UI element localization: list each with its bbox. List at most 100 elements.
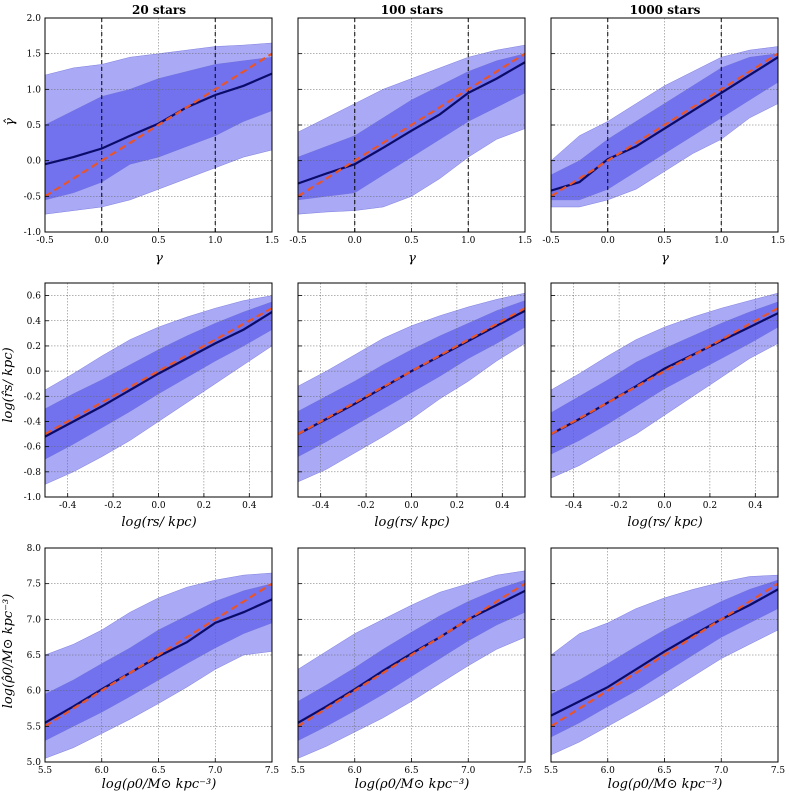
- x-tick-label: -0.4: [565, 501, 583, 511]
- median-line: [551, 56, 778, 192]
- x-tick-label: 0.4: [495, 501, 510, 511]
- x-tick-label: 0.0: [348, 236, 363, 246]
- y-tick-label: 5.0: [27, 758, 42, 768]
- x-tick-label: -0.2: [357, 501, 374, 511]
- xlabel-rs-col2: log(rs/ kpc): [374, 515, 449, 530]
- xlabel-rho-col2: log(ρ0/M⊙ kpc⁻³): [355, 777, 470, 792]
- column-title-100-stars: 100 stars: [381, 3, 444, 17]
- y-tick-label: -0.2: [24, 392, 41, 402]
- x-tick-label: 5.5: [544, 766, 559, 776]
- x-tick-label: 7.0: [714, 766, 729, 776]
- xlabel-gamma-col3: γ: [661, 251, 669, 266]
- x-tick-label: 0.0: [95, 236, 110, 246]
- x-tick-label: 7.0: [461, 766, 476, 776]
- y-tick-label: -1.0: [24, 228, 42, 238]
- y-tick-label: 8.0: [27, 544, 42, 554]
- y-tick-label: 0.5: [27, 121, 42, 131]
- plot-area: [551, 548, 778, 762]
- median-line: [298, 61, 525, 185]
- x-tick-label: 6.0: [601, 766, 616, 776]
- x-tick-label: 7.0: [208, 766, 223, 776]
- plot-area: [298, 283, 525, 497]
- panel-rho-20: 5.5 6.0 6.5 7.0 7.55.05.56.06.57.07.58.0: [27, 544, 280, 776]
- xlabel-rs-col1: log(rs/ kpc): [121, 515, 196, 530]
- panel-gamma-20: -0.5 0.0 0.5 1.0 1.5-1.0-0.50.00.51.01.52.0: [24, 14, 280, 246]
- truth-line: [298, 582, 525, 728]
- xlabel-rho-col1: log(ρ0/M⊙ kpc⁻³): [102, 777, 217, 792]
- panel-rho-100: 5.5 6.0 6.5 7.0 7.5: [291, 547, 532, 776]
- x-tick-label: 1.5: [518, 236, 533, 246]
- truth-line: [45, 582, 272, 728]
- xlabel-rs-col3: log(rs/ kpc): [627, 515, 702, 530]
- panel-rs-20: -0.4 -0.2 0.0 0.2 0.4 -1.0 -0.8 -0.6 -0.4 -0.2 0.0…: [24, 282, 273, 511]
- inner-band: [45, 301, 272, 460]
- plot-area: [298, 18, 525, 232]
- y-tick-label: 2.0: [27, 14, 42, 24]
- x-tick-label: 7.5: [771, 766, 786, 776]
- panel-rs-1000: -0.4 -0.2 0.0 0.2 0.4: [550, 282, 779, 511]
- plot-area: [551, 18, 778, 232]
- x-tick-label: 6.0: [348, 766, 363, 776]
- y-tick-label: 7.5: [27, 580, 42, 590]
- y-tick-label: -0.4: [24, 417, 42, 427]
- y-tick-label: 7.0: [27, 615, 42, 625]
- x-tick-label: 0.4: [242, 501, 257, 511]
- x-tick-label: 0.5: [657, 236, 672, 246]
- x-tick-label: 1.0: [714, 236, 729, 246]
- y-tick-label: -0.6: [24, 443, 42, 453]
- y-tick-label: 1.0: [27, 85, 42, 95]
- column-title-1000-stars: 1000 stars: [630, 3, 701, 17]
- plot-area: [45, 548, 272, 762]
- x-tick-label: 6.0: [95, 766, 110, 776]
- xlabel-gamma-col1: γ: [155, 251, 163, 266]
- x-tick-label: 6.5: [404, 766, 419, 776]
- column-title-20-stars: 20 stars: [132, 3, 186, 17]
- x-tick-label: -0.5: [542, 236, 560, 246]
- median-line: [551, 312, 778, 436]
- y-tick-label: 6.5: [27, 651, 42, 661]
- x-tick-label: 0.2: [450, 501, 464, 511]
- panel-gamma-100: -0.5 0.0 0.5 1.0 1.5: [289, 17, 533, 246]
- median-line: [298, 309, 525, 436]
- x-tick-label: 0.5: [404, 236, 419, 246]
- y-tick-label: -0.8: [24, 468, 42, 478]
- x-tick-label: 1.0: [461, 236, 476, 246]
- xlabel-rho-col3: log(ρ0/M⊙ kpc⁻³): [608, 777, 723, 792]
- truth-line: [551, 582, 778, 728]
- y-tick-label: 0.6: [27, 292, 42, 302]
- row-ylabel-rho: log(ρ̂0/M⊙ kpc⁻³): [1, 594, 16, 709]
- median-line: [45, 311, 272, 438]
- y-tick-label: 0.0: [27, 157, 42, 167]
- panels-group: -0.5 0.0 0.5 1.0 1.5-1.0-0.50.00.51.01.52.0-…: [24, 14, 786, 776]
- plot-area: [551, 283, 778, 497]
- panel-gamma-1000: -0.5 0.0 0.5 1.0 1.5: [542, 17, 786, 246]
- truth-line: [45, 52, 272, 198]
- x-tick-label: 0.0: [601, 236, 616, 246]
- x-tick-label: -0.4: [312, 501, 330, 511]
- truth-line: [551, 52, 778, 198]
- x-tick-label: 0.0: [404, 501, 419, 511]
- median-line: [45, 598, 272, 724]
- x-tick-label: 0.2: [197, 501, 211, 511]
- x-tick-label: -0.2: [104, 501, 121, 511]
- x-tick-label: 1.0: [208, 236, 223, 246]
- panel-rho-1000: 5.5 6.0 6.5 7.0 7.5: [544, 547, 786, 776]
- x-tick-label: -0.2: [610, 501, 627, 511]
- x-tick-label: 6.5: [151, 766, 166, 776]
- plot-area: [298, 548, 525, 762]
- x-tick-label: 0.2: [703, 501, 717, 511]
- median-line: [45, 72, 272, 166]
- plot-area: [45, 283, 272, 497]
- y-tick-label: 0.2: [27, 342, 41, 352]
- x-tick-label: 7.5: [265, 766, 280, 776]
- xlabel-gamma-col2: γ: [408, 251, 416, 266]
- median-line: [551, 588, 778, 717]
- truth-line: [298, 52, 525, 198]
- x-tick-label: 6.5: [657, 766, 672, 776]
- row-ylabel-rs: log(r̂s/ kpc): [1, 347, 16, 422]
- y-tick-label: 0.0: [27, 367, 42, 377]
- x-tick-label: 1.5: [771, 236, 786, 246]
- y-tick-label: 6.0: [27, 687, 42, 697]
- x-tick-label: -0.5: [36, 236, 54, 246]
